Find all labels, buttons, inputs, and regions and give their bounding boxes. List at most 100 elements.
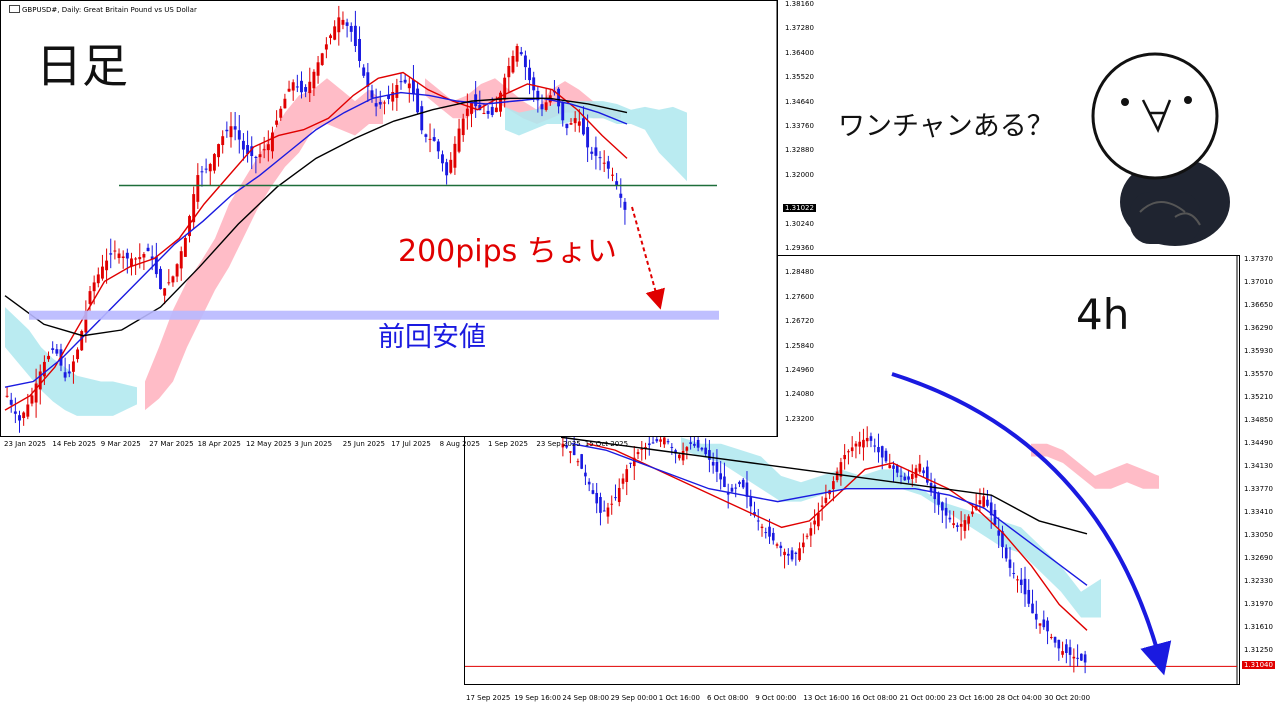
candle-body	[794, 552, 798, 554]
candle-body	[892, 465, 895, 469]
candle-body	[47, 355, 50, 360]
y-tick-label: 1.31250	[1244, 646, 1273, 654]
ichimoku-cloud	[681, 437, 1101, 618]
candle-body	[291, 82, 295, 91]
candle-body	[1012, 573, 1016, 575]
candle-body	[768, 526, 771, 537]
moving-average-line	[4, 71, 628, 411]
candle-body	[587, 481, 591, 485]
candle-body	[80, 331, 84, 351]
y-tick-label: 1.33050	[1244, 531, 1273, 539]
current-price-tag: 1.31040	[1242, 661, 1275, 670]
x-tick-label: 6 Oct 08:00	[707, 694, 749, 702]
candle-body	[324, 44, 328, 50]
candle-body	[1053, 636, 1057, 643]
candle-body	[997, 530, 1001, 536]
candle-body	[457, 128, 461, 152]
candle-body	[561, 102, 565, 121]
candle-body	[764, 532, 768, 534]
candle-body	[623, 201, 627, 210]
candle-body	[258, 154, 262, 158]
candle-body	[971, 511, 974, 515]
candle-body	[262, 149, 266, 151]
candle-body	[775, 544, 779, 546]
candle-body	[125, 252, 129, 259]
candle-body	[67, 371, 71, 374]
x-tick-label: 29 Sep 00:00	[610, 694, 658, 702]
y-tick-label: 1.33760	[785, 122, 814, 130]
h4-label: 4h	[1076, 290, 1130, 339]
candle-body	[1061, 651, 1064, 655]
candle-body	[366, 72, 370, 87]
candle-body	[629, 462, 632, 464]
candle-body	[726, 492, 730, 495]
candle-body	[465, 108, 469, 116]
candle-body	[22, 412, 26, 419]
x-tick-label: 30 Oct 20:00	[1044, 694, 1091, 702]
candle-body	[246, 145, 250, 155]
candle-body	[382, 102, 386, 104]
y-tick-label: 1.27600	[785, 292, 814, 301]
candle-body	[644, 446, 647, 449]
candle-body	[349, 26, 353, 32]
candle-body	[1068, 647, 1072, 655]
candle-body	[370, 90, 374, 98]
candle-body	[345, 22, 349, 26]
x-tick-label: 1 Sep 2025	[488, 440, 528, 448]
candle-body	[640, 448, 644, 450]
candle-body	[63, 372, 67, 378]
candle-body	[944, 507, 948, 516]
x-tick-label: 9 Oct 00:00	[755, 694, 797, 702]
candle-body	[711, 461, 715, 466]
candle-body	[1038, 623, 1042, 626]
candle-body	[681, 450, 685, 461]
candle-body	[179, 251, 183, 269]
candle-body	[561, 443, 565, 448]
candle-body	[523, 55, 527, 68]
x-tick-label: 16 Oct 08:00	[851, 694, 898, 702]
candle-body	[9, 399, 13, 405]
candle-body	[809, 528, 813, 536]
candle-body	[416, 88, 420, 113]
candle-body	[922, 470, 925, 474]
candle-body	[756, 520, 760, 522]
candle-body	[730, 487, 734, 492]
candle-body	[918, 463, 922, 472]
y-tick-label: 1.25840	[785, 341, 814, 350]
candle-body	[598, 157, 602, 159]
y-tick-label: 1.33770	[1244, 485, 1273, 493]
candle-body	[632, 457, 636, 467]
candle-body	[196, 175, 200, 202]
y-tick-label: 1.30240	[785, 219, 814, 228]
candle-body	[134, 258, 138, 260]
candle-body	[304, 87, 308, 92]
candle-body	[621, 478, 625, 484]
candle-body	[403, 79, 407, 83]
candle-body	[436, 141, 440, 152]
candle-body	[192, 194, 196, 223]
candle-body	[316, 62, 320, 76]
candle-body	[478, 105, 482, 111]
candle-body	[217, 144, 221, 158]
candle-body	[948, 517, 952, 520]
candle-body	[760, 526, 764, 529]
candle-body	[490, 106, 494, 115]
candle-body	[254, 156, 258, 159]
candle-body	[312, 71, 316, 89]
candle-body	[835, 471, 839, 481]
x-tick-label: 1 Oct 16:00	[658, 694, 700, 702]
candle-body	[154, 256, 158, 275]
candle-body	[18, 415, 21, 421]
x-tick-label: 23 Sep 2025	[536, 440, 581, 448]
candle-body	[229, 126, 233, 138]
candle-body	[449, 159, 453, 173]
candle-body	[880, 446, 884, 458]
candle-body	[300, 80, 303, 93]
candle-body	[1072, 656, 1076, 659]
candle-body	[225, 129, 229, 132]
y-tick-label: 1.34850	[1244, 416, 1273, 424]
candle-body	[843, 454, 846, 460]
candle-body	[1023, 578, 1027, 595]
candle-body	[1057, 639, 1061, 649]
candle-body	[850, 447, 854, 452]
